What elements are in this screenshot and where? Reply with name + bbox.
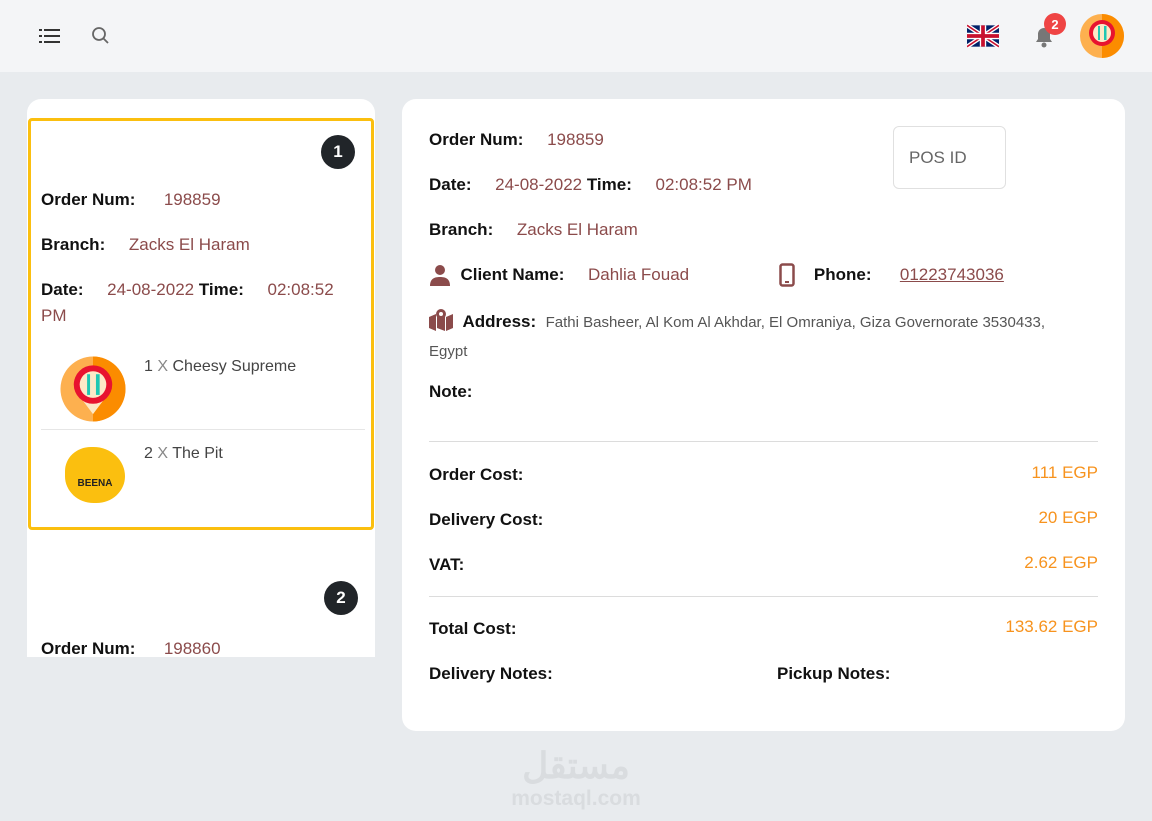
watermark-arabic: مستقل <box>522 745 630 786</box>
branch-label: Branch: <box>41 235 106 254</box>
phone-label: Phone: <box>813 265 872 284</box>
menu-icon[interactable] <box>38 26 62 46</box>
item-x: X <box>157 358 169 375</box>
item-qty: 1 <box>144 358 153 375</box>
order-num-label: Order Num: <box>429 130 524 149</box>
total-cost-label: Total Cost: <box>429 619 517 638</box>
top-bar: 2 <box>0 0 1152 72</box>
product-logo: BEENA <box>65 447 125 503</box>
order-cost-label: Order Cost: <box>429 465 524 484</box>
product-logo <box>60 356 126 422</box>
client-name: Dahlia Fouad <box>588 265 690 284</box>
order-num: 198860 <box>163 639 221 657</box>
order-item: BEENA 2 X The Pit <box>41 431 365 517</box>
uk-flag-icon[interactable] <box>966 24 1000 48</box>
date-label: Date: <box>41 280 84 299</box>
date: 24-08-2022 <box>107 280 195 299</box>
notification-badge: 2 <box>1044 13 1066 35</box>
pos-id-input[interactable]: POS ID <box>893 126 1006 189</box>
order-index-badge: 1 <box>321 135 355 169</box>
client-name-label: Client Name: <box>460 265 565 284</box>
order-num: 198859 <box>547 130 604 149</box>
divider <box>429 596 1098 597</box>
address: Fathi Basheer, Al Kom Al Akhdar, El Omra… <box>429 314 1046 360</box>
total-cost: 133.62 EGP <box>1005 617 1098 636</box>
order-detail-panel: Order Num: 198859 POS ID Date: 24-08-202… <box>402 99 1125 731</box>
date: 24-08-2022 <box>495 175 583 194</box>
date-label: Date: <box>429 175 472 194</box>
time-label: Time: <box>586 175 632 194</box>
item-x: X <box>157 445 169 462</box>
order-cost: 111 EGP <box>1031 463 1098 482</box>
divider <box>429 441 1098 442</box>
orders-list[interactable]: 1 Order Num: 198859 Branch: Zacks El Har… <box>27 99 375 657</box>
order-num-label: Order Num: <box>41 190 136 209</box>
delivery-cost: 20 EGP <box>1038 508 1098 527</box>
time-label: Time: <box>198 280 244 299</box>
order-card[interactable]: 1 Order Num: 198859 Branch: Zacks El Har… <box>28 118 374 530</box>
order-num: 198859 <box>163 190 221 209</box>
order-num-label: Order Num: <box>41 639 136 657</box>
item-name: The Pit <box>172 445 223 462</box>
map-marker-icon <box>429 309 453 331</box>
watermark-latin: mostaql.com <box>511 787 641 810</box>
phone-link[interactable]: 01223743036 <box>899 265 1004 284</box>
delivery-notes-label: Delivery Notes: <box>429 664 553 683</box>
user-icon <box>430 265 450 286</box>
branch: Zacks El Haram <box>128 235 250 254</box>
time: 02:08:52 PM <box>655 175 752 194</box>
branch-label: Branch: <box>429 220 494 239</box>
branch: Zacks El Haram <box>516 220 638 239</box>
delivery-cost-label: Delivery Cost: <box>429 510 544 529</box>
order-index-badge: 2 <box>324 581 358 615</box>
avatar[interactable] <box>1079 13 1125 59</box>
note-label: Note: <box>429 382 473 401</box>
search-icon[interactable] <box>90 25 112 47</box>
vat: 2.62 EGP <box>1024 553 1098 572</box>
address-label: Address: <box>462 312 537 331</box>
vat-label: VAT: <box>429 555 465 574</box>
item-name: Cheesy Supreme <box>172 358 297 375</box>
phone-icon <box>779 263 795 287</box>
order-item: 1 X Cheesy Supreme <box>41 344 365 430</box>
watermark-logo: مستقل mostaql.com <box>505 745 647 811</box>
item-qty: 2 <box>144 445 153 462</box>
order-card[interactable]: 2 Order Num: 198860 <box>28 569 374 657</box>
time: 02:08:52 PM <box>41 280 334 325</box>
pickup-notes-label: Pickup Notes: <box>777 664 891 683</box>
